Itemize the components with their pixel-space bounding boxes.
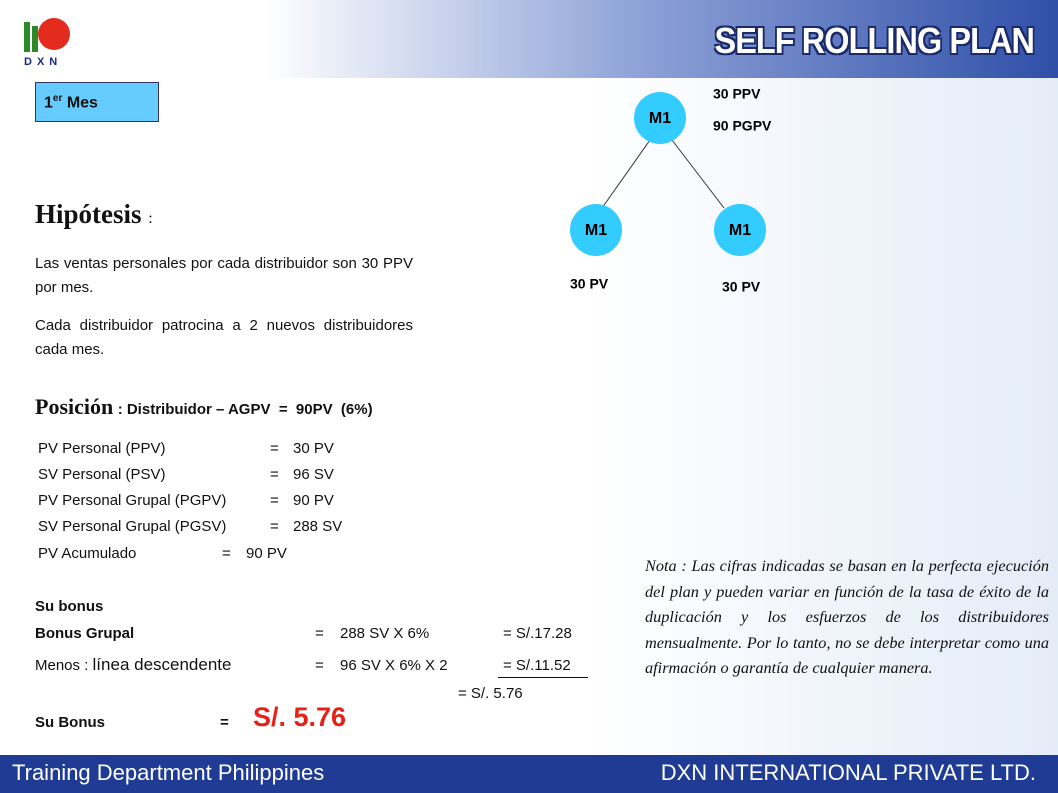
node-label: M1 — [729, 222, 751, 239]
total-value: S/. 5.76 — [253, 702, 347, 732]
position-line: Posición : Distribuidor – AGPV = 90PV (6… — [35, 394, 373, 420]
pv-equals: = — [270, 466, 279, 483]
pv-label: SV Personal Grupal (PGSV) — [38, 518, 227, 535]
pv-value: 288 SV — [293, 518, 343, 535]
pv-label: PV Acumulado — [38, 545, 137, 562]
node-note: 30 PV — [722, 279, 761, 295]
pv-value: 90 PV — [246, 545, 287, 562]
hypothesis-colon: : — [148, 210, 153, 227]
tree-diagram: M1 M1 M1 30 PPV 90 PGPV 30 PV 30 PV — [570, 86, 772, 295]
bonus-formula: 288 SV X 6% — [340, 625, 430, 642]
disclaimer-note: Nota : Las cifras indicadas se basan en … — [645, 556, 1049, 677]
hypothesis-heading: Hipótesis — [35, 199, 142, 229]
tree-node — [714, 204, 766, 256]
footer-left: Training Department Philippines — [12, 760, 325, 785]
footer-right: DXN INTERNATIONAL PRIVATE LTD. — [660, 760, 1036, 785]
header-band — [0, 0, 1058, 78]
total-equals: = — [220, 714, 229, 731]
position-title: Posición — [35, 394, 114, 419]
bonus-equals: = — [315, 625, 324, 642]
subtotal: = S/. 5.76 — [458, 685, 523, 702]
hypothesis-title: Hipótesis : — [35, 199, 153, 230]
footer-band: Training Department Philippines DXN INTE… — [0, 755, 1058, 793]
total-label: Su Bonus — [35, 714, 105, 731]
tree-node — [570, 204, 622, 256]
bonus-label: Bonus Grupal — [35, 625, 135, 642]
month-suffix: er — [52, 93, 63, 104]
minus-formula: 96 SV X 6% X 2 — [340, 657, 448, 674]
minus-prefix: Menos : — [35, 657, 89, 674]
month-label: Mes — [66, 94, 98, 112]
tree-edge — [601, 139, 651, 209]
pv-equals: = — [270, 492, 279, 509]
pv-value: 90 PV — [293, 492, 334, 509]
pv-equals: = — [270, 440, 279, 457]
node-label: M1 — [649, 110, 671, 127]
tree-node — [634, 92, 686, 144]
minus-label: Menos : línea descendente — [35, 655, 231, 675]
minus-text: línea descendente — [92, 655, 232, 674]
node-label: M1 — [585, 222, 607, 239]
minus-equals: = — [315, 657, 324, 674]
pv-label: PV Personal Grupal (PGPV) — [38, 492, 227, 509]
pv-equals: = — [270, 518, 279, 535]
minus-result: = S/.11.52 — [503, 657, 571, 674]
pv-value: 96 SV — [293, 466, 334, 483]
bonus-heading: Su bonus — [35, 598, 104, 615]
subtotal-rule — [498, 677, 588, 678]
node-note: 30 PV — [570, 276, 609, 292]
position-detail: : Distribuidor – AGPV = 90PV (6%) — [117, 401, 373, 418]
tree-edge — [671, 139, 725, 209]
pv-value: 30 PV — [293, 440, 334, 457]
month-number: 1 — [44, 94, 53, 112]
slide-title: SELF ROLLING PLAN — [714, 20, 1035, 61]
node-note: 30 PPV — [713, 86, 761, 102]
logo-icon — [24, 18, 70, 52]
pv-equals: = — [222, 545, 231, 562]
hypothesis-paragraph: Cada distribuidor patrocina a 2 nuevos d… — [35, 317, 413, 358]
month-box: 1er Mes — [35, 82, 159, 122]
pv-label: PV Personal (PPV) — [38, 440, 166, 457]
pv-label: SV Personal (PSV) — [38, 466, 166, 483]
hypothesis-paragraph: Las ventas personales por cada distribui… — [35, 255, 413, 296]
bonus-result: = S/.17.28 — [503, 625, 572, 642]
node-note: 90 PGPV — [713, 118, 772, 134]
logo-text: DXN — [24, 56, 63, 68]
